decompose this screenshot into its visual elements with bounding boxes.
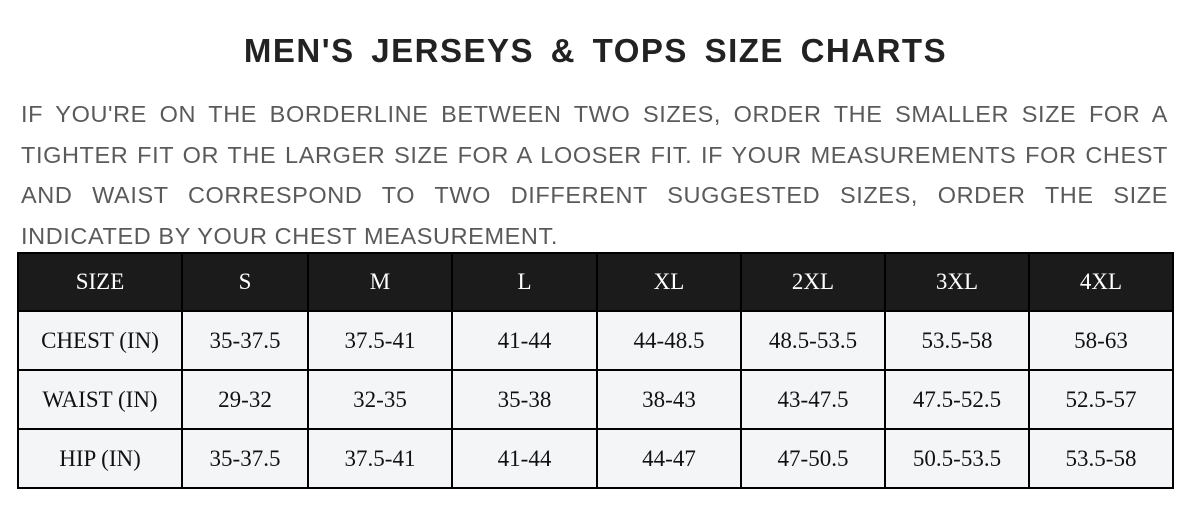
- size-chart-table: SIZE S M L XL 2XL 3XL 4XL CHEST (IN) 35-37.5 37.5…: [17, 252, 1174, 489]
- header-cell: 2XL: [740, 252, 886, 312]
- table-cell: 43-47.5: [740, 369, 886, 430]
- table-cell: 50.5-53.5: [884, 428, 1030, 489]
- header-row: SIZE S M L XL 2XL 3XL 4XL: [17, 252, 1174, 312]
- table-cell: 29-32: [181, 369, 309, 430]
- table-cell: 53.5-58: [884, 310, 1030, 371]
- header-cell: SIZE: [17, 252, 183, 312]
- size-advice-text: IF YOU'RE ON THE BORDERLINE BETWEEN TWO …: [21, 101, 1168, 249]
- table-cell: 35-37.5: [181, 428, 309, 489]
- table-cell: 37.5-41: [307, 428, 453, 489]
- row-label: WAIST (IN): [17, 369, 183, 430]
- table-cell: 47.5-52.5: [884, 369, 1030, 430]
- table-row: HIP (IN) 35-37.5 37.5-41 41-44 44-47 47-50.5 5…: [17, 428, 1174, 489]
- header-cell: 3XL: [884, 252, 1030, 312]
- table-cell: 44-47: [596, 428, 742, 489]
- table-cell: 41-44: [451, 310, 598, 371]
- table-row: WAIST (IN) 29-32 32-35 35-38 38-43 43-47.5 47.…: [17, 369, 1174, 430]
- table-cell: 47-50.5: [740, 428, 886, 489]
- header-cell: L: [451, 252, 598, 312]
- table-cell: 48.5-53.5: [740, 310, 886, 371]
- header-cell: S: [181, 252, 309, 312]
- table-cell: 44-48.5: [596, 310, 742, 371]
- table-cell: 38-43: [596, 369, 742, 430]
- header-cell: XL: [596, 252, 742, 312]
- table-cell: 35-38: [451, 369, 598, 430]
- table-row: CHEST (IN) 35-37.5 37.5-41 41-44 44-48.5 48.5…: [17, 310, 1174, 371]
- page-title: MEN'S JERSEYS & TOPS SIZE CHARTS: [243, 32, 948, 69]
- table-cell: 41-44: [451, 428, 598, 489]
- table-cell: 35-37.5: [181, 310, 309, 371]
- table-cell: 37.5-41: [307, 310, 453, 371]
- table-cell: 32-35: [307, 369, 453, 430]
- header-cell: M: [307, 252, 453, 312]
- row-label: HIP (IN): [17, 428, 183, 489]
- row-label: CHEST (IN): [17, 310, 183, 371]
- table-cell: 58-63: [1028, 310, 1174, 371]
- table-cell: 52.5-57: [1028, 369, 1174, 430]
- header-cell: 4XL: [1028, 252, 1174, 312]
- table-cell: 53.5-58: [1028, 428, 1174, 489]
